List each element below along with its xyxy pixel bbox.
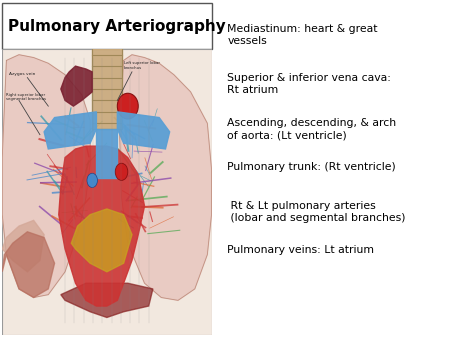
Polygon shape bbox=[44, 112, 96, 149]
Polygon shape bbox=[61, 283, 153, 317]
Polygon shape bbox=[117, 112, 170, 149]
Text: Left superior lobar
bronchus: Left superior lobar bronchus bbox=[124, 62, 160, 70]
Text: Ascending, descending, & arch
of aorta: (Lt ventricle): Ascending, descending, & arch of aorta: … bbox=[227, 118, 396, 140]
Ellipse shape bbox=[117, 93, 138, 119]
Text: Mediastinum: heart & great
vessels: Mediastinum: heart & great vessels bbox=[227, 24, 378, 46]
Ellipse shape bbox=[87, 173, 98, 188]
Polygon shape bbox=[2, 232, 54, 297]
Text: Pulmonary Arteriography: Pulmonary Arteriography bbox=[8, 19, 225, 34]
Text: Pulmonary veins: Lt atrium: Pulmonary veins: Lt atrium bbox=[227, 245, 374, 255]
Ellipse shape bbox=[115, 163, 128, 180]
Polygon shape bbox=[71, 209, 132, 272]
Text: Pulmonary trunk: (Rt ventricle): Pulmonary trunk: (Rt ventricle) bbox=[227, 162, 396, 172]
Polygon shape bbox=[2, 55, 90, 297]
Text: Rt & Lt pulmonary arteries
 (lobar and segmental branches): Rt & Lt pulmonary arteries (lobar and se… bbox=[227, 201, 406, 223]
Polygon shape bbox=[96, 129, 117, 177]
FancyBboxPatch shape bbox=[2, 3, 212, 49]
Polygon shape bbox=[61, 66, 92, 106]
FancyBboxPatch shape bbox=[2, 49, 212, 335]
Polygon shape bbox=[92, 49, 122, 129]
Polygon shape bbox=[59, 146, 144, 306]
Text: Superior & inferior vena cava:
Rt atrium: Superior & inferior vena cava: Rt atrium bbox=[227, 73, 391, 95]
Text: Azygos vein: Azygos vein bbox=[9, 72, 35, 76]
Polygon shape bbox=[2, 220, 44, 272]
Polygon shape bbox=[119, 55, 212, 300]
Text: Right superior lobar
segmental bronchus: Right superior lobar segmental bronchus bbox=[6, 93, 46, 101]
